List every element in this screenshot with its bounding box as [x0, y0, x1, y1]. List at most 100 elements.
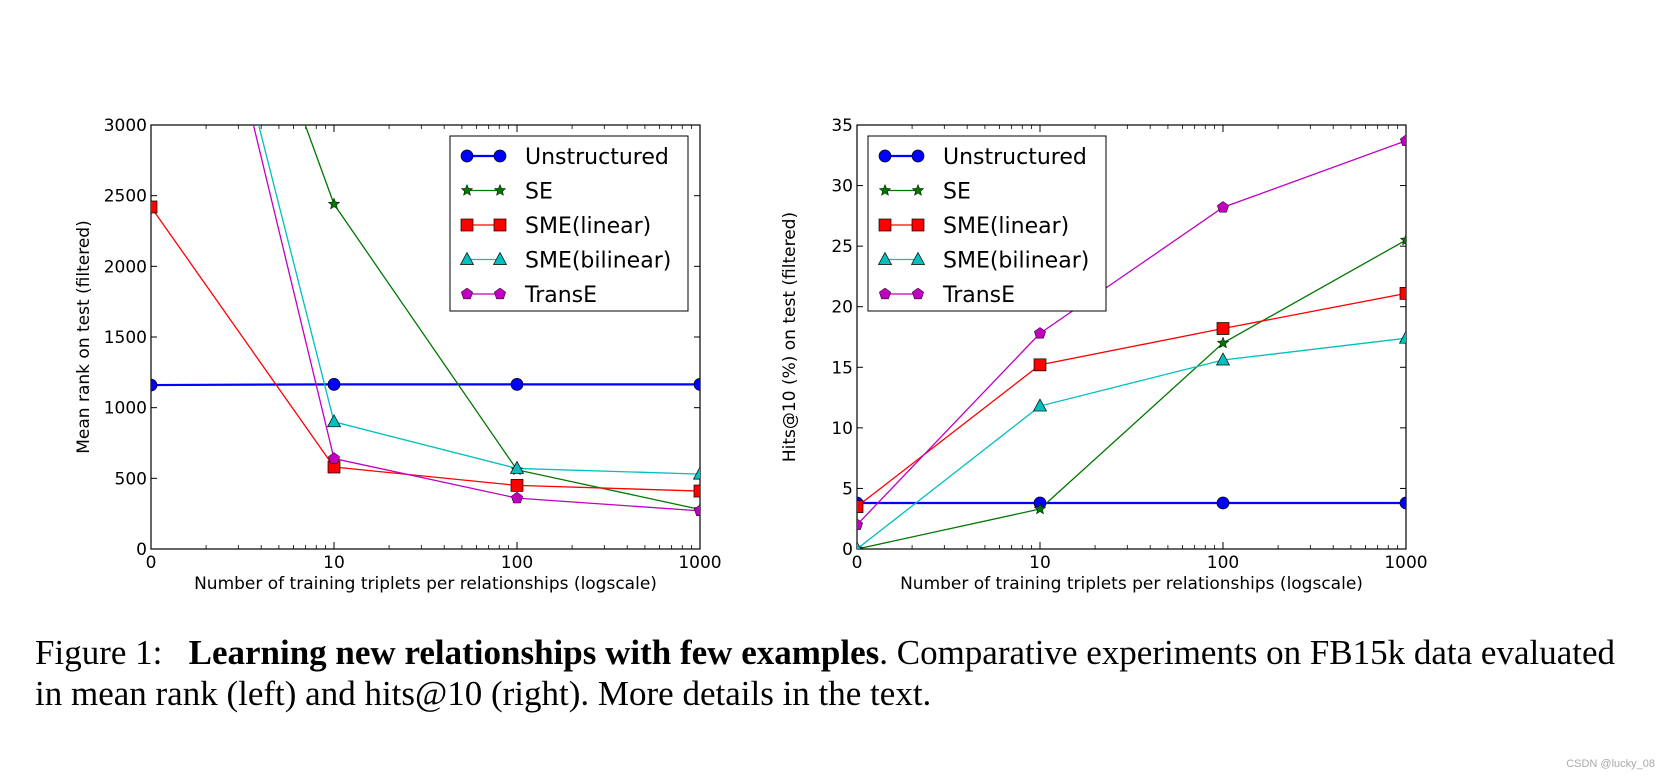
x-axis-label: Number of training triplets per relation…	[194, 574, 657, 594]
data-point-sme-bilinear-	[1398, 330, 1406, 344]
legend-marker	[493, 149, 507, 163]
data-point-sme-linear-	[857, 500, 864, 513]
data-point-transe	[694, 504, 700, 516]
y-tick-label: 1000	[104, 399, 147, 419]
data-point-sme-bilinear-	[509, 460, 525, 474]
data-point-transe	[1400, 134, 1406, 146]
legend-marker	[492, 251, 508, 265]
data-point-se	[1033, 502, 1047, 515]
legend-marker	[879, 287, 891, 300]
series-line-transe	[252, 125, 700, 512]
legend-marker	[878, 149, 892, 163]
data-point-unstructured	[1216, 496, 1230, 510]
data-point-transe	[1217, 201, 1229, 213]
legend-marker	[910, 251, 926, 265]
data-point-se	[1399, 233, 1406, 246]
data-point-sme-linear-	[1033, 358, 1047, 372]
legend-marker	[460, 183, 474, 196]
y-tick-label: 10	[831, 419, 853, 439]
y-tick-label: 500	[115, 469, 147, 489]
legend-label: SE	[943, 180, 971, 205]
y-tick-label: 2500	[104, 187, 147, 207]
legend-label: SE	[525, 180, 553, 205]
series-line-se	[304, 125, 700, 511]
data-point-unstructured	[693, 377, 700, 391]
legend-label: Unstructured	[525, 145, 669, 170]
watermark: CSDN @lucky_08	[1566, 758, 1655, 770]
series-line-sme-bilinear-	[257, 125, 700, 475]
legend-marker	[911, 183, 925, 196]
data-point-transe	[1034, 327, 1046, 339]
legend-marker	[911, 149, 925, 163]
caption-title: Learning new relationships with few exam…	[188, 633, 880, 672]
series-line-transe	[857, 140, 1406, 526]
data-point-se	[1216, 336, 1230, 349]
legend-label: TransE	[524, 283, 597, 308]
caption-label: Figure 1:	[35, 633, 163, 672]
data-point-se	[327, 197, 341, 210]
chart-hits-at-10: 0 5 10 15 20 25 30 35 0 10 100 1000 Number of traini…	[780, 116, 1428, 594]
data-point-sme-linear-	[693, 484, 700, 498]
legend-marker	[878, 218, 892, 232]
series-line-unstructured	[151, 383, 700, 387]
x-tick-label: 1000	[1384, 553, 1427, 573]
legend-marker	[459, 251, 475, 265]
legend: Unstructured SE SME(linear) SME(bilinear) Tr…	[867, 135, 1107, 312]
legend-marker	[877, 251, 893, 265]
y-tick-label: 20	[831, 298, 853, 318]
data-point-sme-bilinear-	[857, 541, 862, 549]
data-point-transe	[511, 491, 523, 504]
data-point-sme-linear-	[151, 200, 158, 214]
legend-marker	[493, 183, 507, 196]
x-tick-label: 0	[852, 553, 863, 573]
data-point-unstructured	[510, 377, 524, 391]
series-line-sme-linear-	[857, 292, 1406, 508]
legend-label: SME(bilinear)	[943, 249, 1089, 274]
legend-marker	[911, 218, 925, 232]
data-point-sme-bilinear-	[326, 414, 342, 428]
x-tick-label: 10	[1029, 553, 1051, 573]
y-tick-label: 1500	[104, 328, 147, 348]
y-tick-label: 35	[831, 116, 853, 136]
y-axis-label: Hits@10 (%) on test (filtered)	[780, 212, 800, 462]
data-point-sme-linear-	[510, 479, 524, 492]
y-tick-label: 30	[831, 177, 853, 197]
data-point-transe	[328, 452, 340, 464]
data-point-sme-linear-	[1399, 287, 1406, 300]
legend: Unstructured SE SME(linear) SME(bilinear) Tr…	[449, 135, 689, 312]
x-tick-label: 100	[1207, 553, 1239, 573]
x-tick-label: 1000	[678, 553, 721, 573]
legend-marker	[494, 287, 506, 300]
x-axis-label: Number of training triplets per relation…	[900, 574, 1363, 594]
chart-mean-rank: 0 500 1000 1500 2000 2500 3000 0 10 100 1000 Number…	[74, 116, 722, 594]
legend-marker	[460, 218, 474, 232]
legend-marker	[912, 287, 924, 300]
data-point-unstructured	[151, 378, 158, 392]
legend-label: SME(linear)	[525, 214, 651, 239]
legend-box	[867, 135, 1107, 312]
series-line-sme-linear-	[151, 206, 700, 492]
y-tick-label: 15	[831, 358, 853, 378]
data-point-unstructured	[327, 377, 341, 391]
data-point-sme-linear-	[1216, 322, 1230, 335]
legend-label: TransE	[942, 283, 1015, 308]
legend-box	[449, 135, 689, 312]
y-tick-label: 5	[842, 479, 853, 499]
figure-caption: Figure 1: Learning new relationships wit…	[35, 632, 1635, 714]
data-point-transe	[857, 518, 863, 530]
y-tick-label: 25	[831, 237, 853, 257]
series-line-se	[857, 239, 1406, 549]
legend-label: SME(linear)	[943, 214, 1069, 239]
legend-marker	[878, 183, 892, 196]
x-tick-label: 10	[323, 553, 345, 573]
y-tick-label: 3000	[104, 116, 147, 136]
data-point-sme-bilinear-	[1215, 352, 1231, 366]
y-axis-label: Mean rank on test (filtered)	[74, 220, 94, 453]
data-point-sme-bilinear-	[1032, 398, 1048, 412]
legend-label: Unstructured	[943, 145, 1087, 170]
data-point-unstructured	[1399, 496, 1406, 510]
x-tick-label: 0	[146, 553, 157, 573]
y-tick-label: 0	[842, 540, 853, 560]
legend-marker	[460, 149, 474, 163]
